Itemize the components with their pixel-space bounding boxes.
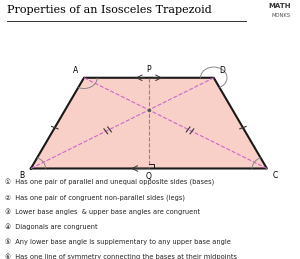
Text: P: P (146, 65, 151, 74)
Polygon shape (31, 78, 267, 168)
Text: ④  Diagonals are congruent: ④ Diagonals are congruent (5, 224, 98, 230)
Text: ⑤  Any lower base angle is supplementary to any upper base angle: ⑤ Any lower base angle is supplementary … (5, 238, 231, 245)
Text: D: D (220, 66, 226, 75)
Text: ①  Has one pair of parallel and unequal opposite sides (bases): ① Has one pair of parallel and unequal o… (5, 179, 214, 186)
Text: C: C (273, 171, 278, 180)
Text: B: B (20, 171, 25, 180)
Text: MONKS: MONKS (271, 13, 290, 18)
Text: MATH: MATH (268, 3, 290, 9)
Text: Q: Q (146, 172, 152, 181)
Text: ③  Lower base angles  & upper base angles are congruent: ③ Lower base angles & upper base angles … (5, 209, 200, 215)
Text: ⑥  Has one line of symmetry connecting the bases at their midpoints: ⑥ Has one line of symmetry connecting th… (5, 253, 237, 259)
Text: ②  Has one pair of congruent non-parallel sides (legs): ② Has one pair of congruent non-parallel… (5, 194, 185, 200)
Text: Properties of an Isosceles Trapezoid: Properties of an Isosceles Trapezoid (7, 5, 212, 15)
Text: A: A (73, 66, 78, 75)
